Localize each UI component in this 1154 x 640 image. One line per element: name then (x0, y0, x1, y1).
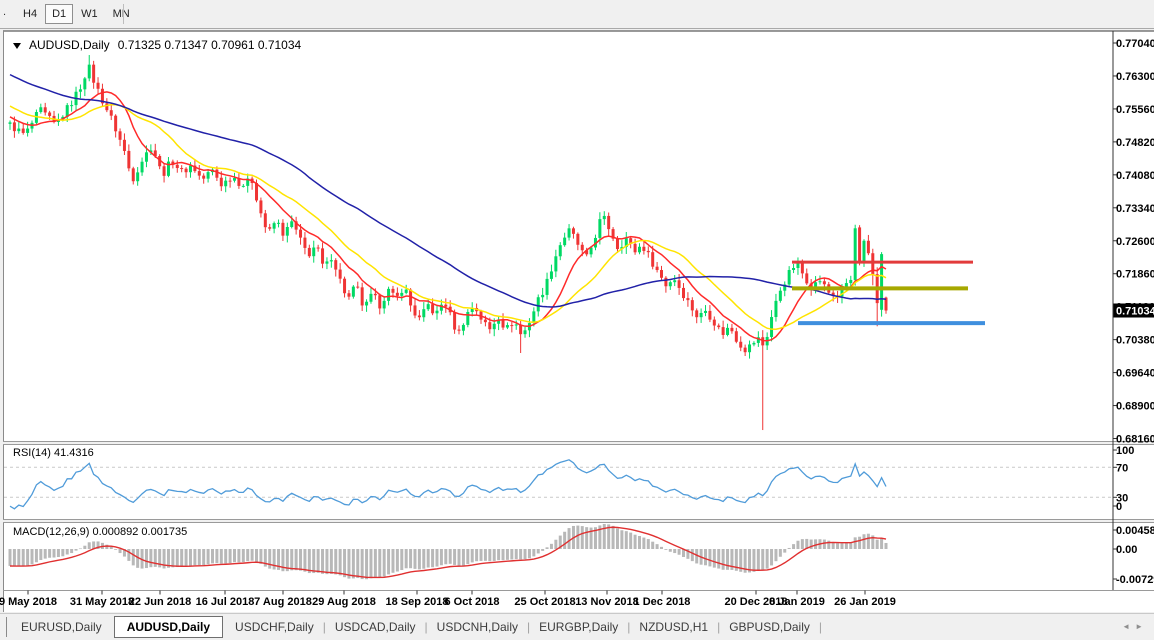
date-label: 31 May 2018 (70, 596, 134, 608)
tab-separator: | (717, 620, 721, 634)
rsi-axis-label: 70 (1116, 462, 1128, 474)
macd-axis-label: 0.004583 (1116, 525, 1154, 537)
macd-indicator-label: MACD(12,26,9) 0.000892 0.001735 (13, 526, 188, 538)
rsi-axis-label: 100 (1116, 445, 1134, 457)
chart-tab-bar: EURUSD,Daily AUDUSD,Daily USDCHF,Daily | USD… (0, 613, 1154, 640)
date-label: 26 Jan 2019 (834, 596, 896, 608)
macd-signal-line (9, 526, 887, 579)
price-axis-label: 0.74080 (1116, 170, 1154, 182)
date-label: 13 Nov 2018 (575, 596, 639, 608)
period-toolbar: . H4 D1 W1 MN (0, 0, 1154, 29)
date-label: 1 Dec 2018 (634, 596, 691, 608)
rsi-indicator-label: RSI(14) 41.4316 (13, 447, 94, 459)
tab-separator: | (322, 620, 326, 634)
ma-50-line (9, 73, 887, 308)
toolbar-divider (123, 4, 124, 24)
tab-bar-edge (0, 617, 7, 637)
chart-tab-usdcad[interactable]: USDCAD,Daily (334, 620, 416, 634)
date-label: 16 Jul 2018 (196, 596, 255, 608)
date-label: 6 Oct 2018 (444, 596, 499, 608)
rsi-line (9, 459, 887, 510)
chart-tab-gbpusd[interactable]: GBPUSD,Daily (729, 620, 810, 634)
chart-dropdown-icon[interactable] (13, 43, 21, 49)
rsi-axis-label: 30 (1116, 492, 1128, 504)
ma-10-line (9, 91, 887, 342)
current-price-badge (1113, 303, 1154, 318)
price-axis-label: 0.68160 (1116, 434, 1154, 446)
price-axis-label: 0.68900 (1116, 401, 1154, 413)
price-axis-label: 0.77040 (1116, 38, 1154, 50)
chart-symbol: AUDUSD,Daily (29, 38, 110, 52)
period-tab-h4[interactable]: H4 (23, 8, 38, 20)
scroll-left-icon[interactable]: ◄ (1122, 622, 1136, 631)
date-label: 25 Oct 2018 (514, 596, 575, 608)
price-axis-label: 0.72600 (1116, 236, 1154, 248)
price-axis-label: 0.76300 (1116, 71, 1154, 83)
macd-histogram (8, 523, 888, 580)
candles (8, 55, 888, 431)
chart-tab-usdcnh[interactable]: USDCNH,Daily (436, 620, 519, 634)
tab-separator: | (424, 620, 428, 634)
chart-tab-audusd[interactable]: AUDUSD,Daily (113, 616, 224, 638)
tab-separator: | (527, 620, 531, 634)
tab-scroll-arrows[interactable]: ◄► (1122, 622, 1148, 631)
tab-separator: | (627, 620, 631, 634)
price-axis-label: 0.71860 (1116, 269, 1154, 281)
price-axis-label: 0.73340 (1116, 203, 1154, 215)
period-tab-d1[interactable]: D1 (45, 4, 74, 24)
ma-20-line (9, 103, 887, 330)
date-label: 20 Dec 2018 (725, 596, 788, 608)
date-label: 9 May 2018 (0, 596, 57, 608)
tab-separator: | (818, 620, 823, 634)
period-tab-w1[interactable]: W1 (81, 8, 98, 20)
chart-tab-eurusd[interactable]: EURUSD,Daily (21, 620, 102, 634)
chart-tab-eurgbp[interactable]: EURGBP,Daily (539, 620, 619, 634)
current-price-text: 0.71034 (1116, 306, 1154, 318)
date-label: 8 Jan 2019 (769, 596, 825, 608)
chart-tab-nzdusd[interactable]: NZDUSD,H1 (639, 620, 709, 634)
chart-ohlc-values: 0.71325 0.71347 0.70961 0.71034 (117, 38, 302, 52)
price-axis-label: 0.70380 (1116, 335, 1154, 347)
date-label: 22 Jun 2018 (129, 596, 191, 608)
price-axis-label: 0.74820 (1116, 137, 1154, 149)
date-label: 29 Aug 2018 (312, 596, 376, 608)
chart-title: AUDUSD,Daily 0.71325 0.71347 0.70961 0.71… (13, 38, 301, 52)
rsi-axis-label: 0 (1116, 501, 1122, 513)
date-label: 7 Aug 2018 (254, 596, 312, 608)
price-axis-label: 0.75560 (1116, 104, 1154, 116)
chart-tab-usdchf[interactable]: USDCHF,Daily (235, 620, 314, 634)
macd-axis-label: 0.00 (1116, 544, 1137, 556)
toolbar-partial-tab[interactable]: . (3, 6, 7, 18)
price-axis-label: 0.69640 (1116, 368, 1154, 380)
scroll-right-icon[interactable]: ► (1135, 622, 1148, 631)
period-tab-mn[interactable]: MN (112, 8, 130, 20)
date-label: 18 Sep 2018 (386, 596, 449, 608)
